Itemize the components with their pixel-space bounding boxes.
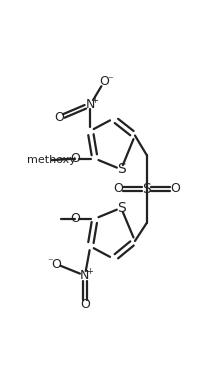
Text: N: N bbox=[86, 98, 95, 111]
Text: +: + bbox=[91, 96, 98, 105]
Text: N: N bbox=[80, 269, 90, 282]
Text: O: O bbox=[113, 182, 123, 195]
Text: S: S bbox=[142, 182, 151, 196]
Text: ⁻: ⁻ bbox=[107, 75, 113, 85]
Text: O: O bbox=[52, 257, 61, 270]
Text: S: S bbox=[117, 163, 125, 176]
Text: methoxy: methoxy bbox=[52, 159, 58, 160]
Text: O: O bbox=[99, 75, 109, 88]
Text: O: O bbox=[80, 298, 90, 311]
Text: O: O bbox=[170, 182, 180, 195]
Text: O: O bbox=[70, 212, 80, 225]
Text: O: O bbox=[70, 152, 80, 165]
Text: +: + bbox=[86, 267, 93, 276]
Text: methoxy: methoxy bbox=[27, 155, 76, 165]
Text: S: S bbox=[117, 201, 125, 215]
Text: O: O bbox=[55, 111, 65, 124]
Text: ⁻: ⁻ bbox=[47, 257, 53, 267]
